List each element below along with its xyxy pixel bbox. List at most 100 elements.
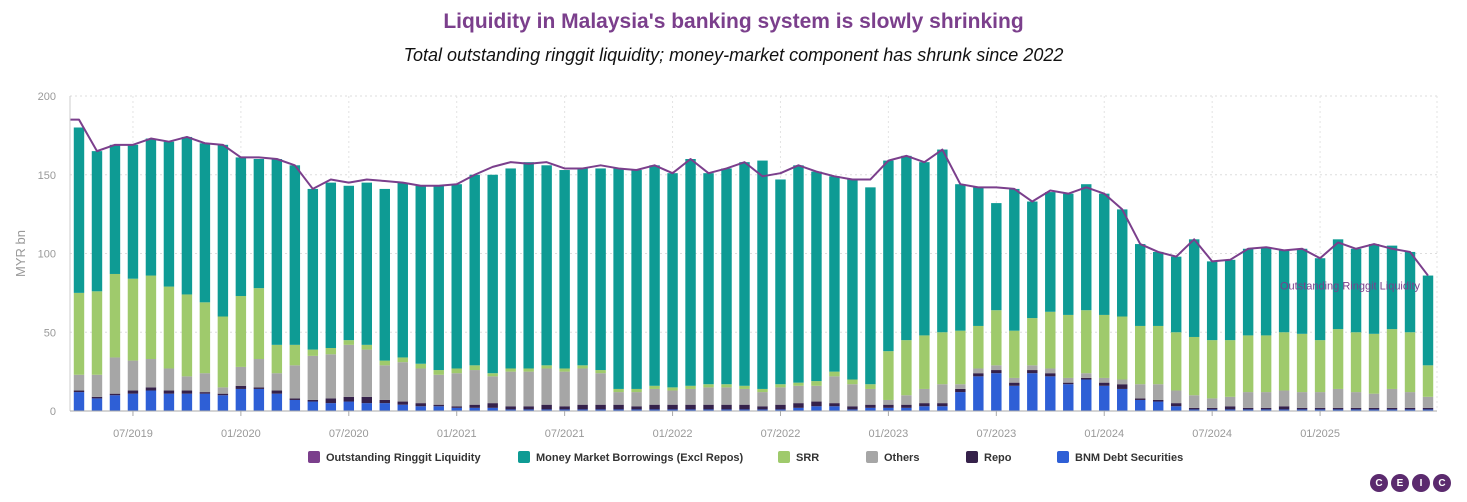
bar-money-market-borrowings-excl-repos bbox=[253, 159, 265, 289]
bar-others bbox=[883, 399, 894, 405]
bar-repo bbox=[91, 396, 103, 399]
legend-label: Repo bbox=[984, 452, 1012, 464]
bar-repo bbox=[1332, 407, 1344, 410]
bar-others bbox=[937, 384, 948, 404]
bar-money-market-borrowings-excl-repos bbox=[1081, 184, 1092, 311]
bar-srr bbox=[631, 388, 642, 393]
bar-repo bbox=[1009, 382, 1020, 386]
bar-srr bbox=[523, 368, 534, 372]
bar-bnm-debt-securities bbox=[1350, 409, 1362, 411]
bar-others bbox=[685, 388, 696, 405]
bar-srr bbox=[919, 335, 930, 389]
x-tick-label: 07/2023 bbox=[976, 428, 1016, 440]
bar-money-market-borrowings-excl-repos bbox=[595, 168, 606, 371]
bar-srr bbox=[253, 288, 265, 360]
bar-srr bbox=[667, 387, 678, 391]
bar-srr bbox=[307, 349, 319, 356]
bar-repo bbox=[1242, 407, 1254, 410]
bar-others bbox=[667, 390, 678, 405]
bar-repo bbox=[271, 390, 283, 394]
x-tick-label: 01/2024 bbox=[1084, 428, 1124, 440]
bar-others bbox=[253, 359, 265, 388]
bar-bnm-debt-securities bbox=[487, 407, 498, 411]
bar-money-market-borrowings-excl-repos bbox=[757, 160, 768, 389]
bar-money-market-borrowings-excl-repos bbox=[343, 185, 355, 341]
bar-srr bbox=[127, 278, 139, 361]
bar-repo bbox=[1099, 382, 1110, 386]
bar-others bbox=[415, 368, 426, 404]
bar-money-market-borrowings-excl-repos bbox=[1386, 245, 1398, 330]
bar-repo bbox=[1063, 382, 1074, 385]
bar-repo bbox=[361, 396, 372, 404]
bar-repo bbox=[1314, 407, 1326, 410]
bar-repo bbox=[1224, 406, 1236, 410]
bar-repo bbox=[937, 403, 948, 407]
bar-bnm-debt-securities bbox=[1296, 409, 1308, 411]
bar-others bbox=[1063, 377, 1074, 383]
bar-others bbox=[469, 370, 480, 405]
bar-bnm-debt-securities bbox=[1332, 409, 1344, 411]
bar-others bbox=[1422, 396, 1434, 408]
bar-others bbox=[109, 357, 121, 394]
bar-srr bbox=[775, 384, 786, 388]
bar-money-market-borrowings-excl-repos bbox=[145, 138, 157, 276]
bar-money-market-borrowings-excl-repos bbox=[739, 162, 750, 386]
bar-bnm-debt-securities bbox=[721, 409, 732, 411]
bar-srr bbox=[973, 325, 984, 369]
bar-money-market-borrowings-excl-repos bbox=[541, 165, 552, 366]
bar-money-market-borrowings-excl-repos bbox=[361, 182, 372, 345]
bar-others bbox=[1332, 388, 1344, 408]
logo-letter: C bbox=[1433, 474, 1451, 492]
bar-srr bbox=[649, 385, 660, 389]
bar-repo bbox=[775, 404, 786, 410]
bar-srr bbox=[433, 370, 444, 375]
bar-repo bbox=[1422, 407, 1434, 410]
bar-money-market-borrowings-excl-repos bbox=[325, 182, 337, 348]
bar-bnm-debt-securities bbox=[523, 409, 534, 411]
bar-bnm-debt-securities bbox=[1314, 409, 1326, 411]
bar-repo bbox=[721, 404, 732, 410]
bar-bnm-debt-securities bbox=[145, 390, 157, 411]
bar-bnm-debt-securities bbox=[775, 409, 786, 411]
bar-repo bbox=[847, 406, 858, 410]
legend-swatch bbox=[866, 451, 878, 463]
y-tick-label: 150 bbox=[38, 170, 56, 182]
bar-bnm-debt-securities bbox=[415, 406, 426, 411]
bar-srr bbox=[541, 365, 552, 369]
bar-others bbox=[775, 387, 786, 405]
bar-money-market-borrowings-excl-repos bbox=[955, 184, 966, 331]
bar-srr bbox=[613, 388, 624, 393]
bar-others bbox=[649, 388, 660, 405]
bar-others bbox=[1314, 392, 1326, 408]
bar-srr bbox=[1242, 335, 1254, 393]
bar-others bbox=[325, 354, 337, 399]
bar-bnm-debt-securities bbox=[91, 398, 103, 411]
bar-money-market-borrowings-excl-repos bbox=[631, 170, 642, 389]
bar-repo bbox=[397, 401, 408, 405]
bar-others bbox=[757, 392, 768, 407]
x-tick-label: 01/2022 bbox=[653, 428, 693, 440]
bar-money-market-borrowings-excl-repos bbox=[865, 187, 876, 385]
bar-money-market-borrowings-excl-repos bbox=[847, 179, 858, 380]
bar-others bbox=[379, 365, 390, 400]
y-tick-label: 0 bbox=[50, 406, 56, 418]
bar-others bbox=[397, 362, 408, 402]
bar-others bbox=[1386, 388, 1398, 408]
bar-repo bbox=[1368, 407, 1380, 410]
y-axis-title: MYR bn bbox=[13, 230, 28, 277]
bar-srr bbox=[1350, 332, 1362, 393]
bar-others bbox=[919, 388, 930, 404]
bar-srr bbox=[1314, 340, 1326, 393]
bar-bnm-debt-securities bbox=[793, 407, 804, 411]
y-tick-label: 200 bbox=[38, 91, 56, 103]
bar-bnm-debt-securities bbox=[343, 401, 355, 411]
bar-bnm-debt-securities bbox=[361, 403, 372, 411]
bar-bnm-debt-securities bbox=[1117, 388, 1128, 411]
bar-bnm-debt-securities bbox=[289, 399, 301, 411]
bar-repo bbox=[991, 370, 1002, 374]
bar-others bbox=[199, 373, 211, 393]
bar-others bbox=[703, 387, 714, 405]
bar-others bbox=[613, 392, 624, 405]
bar-money-market-borrowings-excl-repos bbox=[1206, 261, 1218, 341]
